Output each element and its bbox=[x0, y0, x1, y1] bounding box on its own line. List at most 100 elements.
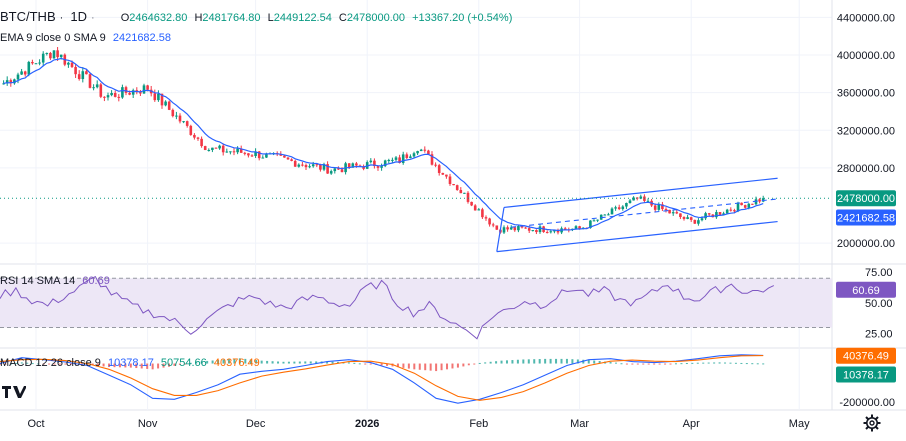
macd-histogram-bar bbox=[533, 359, 536, 364]
candle-body bbox=[513, 227, 517, 231]
candlestick-series[interactable] bbox=[2, 47, 765, 235]
candle-body bbox=[121, 87, 124, 98]
candle-body bbox=[722, 213, 725, 215]
low-label: L bbox=[267, 12, 274, 24]
candle-body bbox=[689, 217, 693, 220]
low-value: 2449122.54 bbox=[273, 12, 332, 24]
candle-body bbox=[675, 212, 679, 214]
candle-body bbox=[41, 53, 45, 63]
tradingview-logo-icon[interactable] bbox=[2, 384, 26, 398]
candle-body bbox=[376, 166, 380, 168]
candle-body bbox=[340, 169, 344, 173]
channel-left-edge bbox=[496, 207, 505, 252]
x-tick-label: Mar bbox=[570, 418, 589, 430]
candle-body bbox=[445, 174, 448, 177]
candle-body bbox=[625, 203, 628, 207]
macd-histogram-bar bbox=[364, 363, 367, 365]
macd-histogram-bar bbox=[522, 359, 525, 364]
candle-body bbox=[5, 80, 9, 84]
candle-body bbox=[729, 209, 733, 211]
candle-body bbox=[218, 145, 221, 149]
candle-body bbox=[236, 148, 239, 153]
more-dots[interactable]: · bbox=[90, 12, 96, 24]
candle-body bbox=[455, 185, 459, 190]
macd-histogram-bar bbox=[184, 363, 187, 365]
macd-histogram-bar bbox=[249, 359, 252, 364]
candle-body bbox=[506, 227, 509, 230]
macd-histogram-bar bbox=[598, 361, 601, 364]
macd-histogram-bar bbox=[429, 363, 432, 371]
rsi-legend[interactable]: RSI 14 SMA 14 60.69 bbox=[0, 274, 114, 288]
candle-body bbox=[279, 154, 283, 156]
candle-body bbox=[322, 164, 326, 170]
ema-legend[interactable]: EMA 9 close 0 SMA 9 2421682.58 bbox=[0, 31, 175, 45]
candle-body bbox=[639, 196, 643, 199]
macd-legend-name: MACD 12 26 close 9 bbox=[0, 357, 101, 369]
ema-tag: 2421682.58 bbox=[837, 213, 895, 225]
macd-histogram-bar bbox=[353, 362, 356, 364]
candle-body bbox=[398, 157, 401, 163]
candle-body bbox=[725, 209, 729, 214]
candle-body bbox=[250, 155, 254, 157]
candle-body bbox=[578, 226, 581, 229]
x-tick-label: Nov bbox=[138, 418, 158, 430]
time-axis[interactable]: Oct Nov Dec 2026 Feb Mar Apr May bbox=[27, 418, 810, 430]
gear-icon[interactable] bbox=[862, 413, 882, 433]
grid-lines bbox=[0, 0, 906, 411]
channel-upper bbox=[503, 177, 778, 209]
y-tick-label: 4400000.00 bbox=[837, 12, 895, 24]
candle-body bbox=[225, 151, 229, 153]
candle-body bbox=[553, 230, 556, 232]
candle-body bbox=[167, 101, 171, 110]
macd-histogram-bar bbox=[15, 362, 18, 364]
candle-body bbox=[481, 209, 484, 218]
macd-histogram-bar bbox=[118, 363, 121, 368]
candle-body bbox=[117, 96, 121, 98]
x-tick-label: May bbox=[789, 418, 810, 430]
macd-legend[interactable]: MACD 12 26 close 9 10378.17 50754.66 403… bbox=[0, 356, 264, 370]
candle-body bbox=[301, 164, 304, 166]
candle-body bbox=[16, 74, 20, 80]
parallel-channel[interactable] bbox=[496, 177, 778, 253]
candle-body bbox=[232, 151, 236, 153]
macd-histogram-bar bbox=[173, 363, 176, 366]
macd-histogram-bar bbox=[358, 363, 361, 365]
candle-body bbox=[603, 214, 607, 216]
macd-histogram-bar bbox=[751, 363, 754, 365]
macd-histogram-bar bbox=[4, 363, 7, 365]
macd-histogram-bar bbox=[762, 363, 765, 365]
macd-histogram-bar bbox=[527, 359, 530, 364]
macd-histogram-bar bbox=[195, 361, 198, 364]
macd-histogram-bar bbox=[162, 363, 165, 368]
candle-body bbox=[153, 93, 157, 101]
candle-body bbox=[520, 226, 524, 228]
candle-body bbox=[20, 71, 23, 75]
macd-histogram-bar bbox=[658, 363, 661, 365]
candle-body bbox=[491, 224, 495, 226]
macd-histogram-bar bbox=[680, 363, 683, 365]
last-price-tag: 2478000.00 bbox=[837, 193, 895, 205]
macd-histogram-bar bbox=[244, 358, 247, 364]
macd-histogram-bar bbox=[756, 363, 759, 365]
macd-histogram-bar bbox=[636, 363, 639, 365]
macd-histogram-bar bbox=[26, 362, 29, 364]
macd-histogram-bar bbox=[31, 363, 34, 365]
candle-body bbox=[196, 137, 200, 139]
interval[interactable]: 1D bbox=[70, 9, 87, 24]
candle-body bbox=[704, 213, 707, 219]
macd-histogram-bar bbox=[347, 362, 350, 364]
candle-body bbox=[736, 202, 740, 212]
candle-body bbox=[549, 231, 553, 233]
candle-body bbox=[484, 217, 488, 219]
candle-body bbox=[671, 212, 675, 214]
symbol-pair[interactable]: BTC/THB bbox=[0, 9, 56, 24]
candle-body bbox=[545, 232, 549, 234]
price-axis[interactable]: 4400000.00 4000000.00 3600000.00 3200000.00… bbox=[837, 12, 895, 409]
candle-body bbox=[383, 160, 387, 167]
candle-body bbox=[103, 96, 106, 98]
candle-body bbox=[23, 71, 27, 75]
candle-body bbox=[297, 164, 301, 167]
candle-body bbox=[380, 166, 383, 168]
macd-histogram-bar bbox=[702, 362, 705, 364]
